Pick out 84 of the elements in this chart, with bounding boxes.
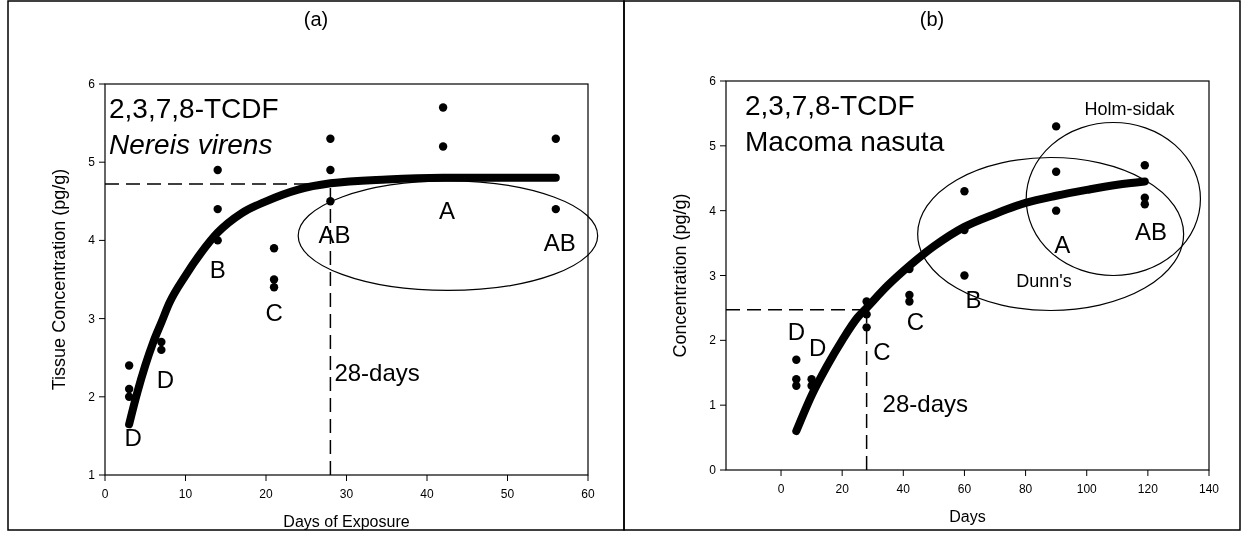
y-tick-label: 6 (709, 74, 717, 88)
point (213, 204, 222, 214)
x-tick-label: 50 (500, 487, 515, 501)
point (326, 197, 335, 206)
x-tick-label: 80 (1018, 482, 1033, 496)
y-tick-label: 5 (88, 155, 96, 170)
point (1051, 167, 1061, 176)
point (269, 275, 279, 284)
y-tick-label: 1 (709, 398, 717, 413)
x-axis-title: Days of Exposure (283, 513, 410, 530)
annotation: D (809, 334, 827, 362)
y-tick-label: 4 (88, 233, 96, 248)
point (213, 165, 222, 175)
annotation: AB (543, 228, 576, 256)
y-tick-label: 1 (88, 468, 96, 482)
point (792, 381, 801, 390)
point (960, 187, 969, 196)
point (551, 204, 560, 214)
annotation: C (906, 308, 925, 336)
x-tick-label: 60 (957, 482, 972, 496)
annotation: D (787, 318, 805, 346)
point (157, 337, 166, 347)
annotation: Dunn's (1016, 270, 1072, 291)
annotation: Nereis virens (109, 129, 273, 160)
y-axis-title: Tissue Concentration (pg/g) (49, 168, 69, 391)
point (792, 355, 801, 364)
point (213, 236, 222, 245)
y-tick-label: 3 (88, 311, 96, 326)
x-tick-label: 10 (178, 487, 193, 501)
point (124, 384, 134, 394)
point (1051, 206, 1061, 215)
annotation: Macoma nasuta (745, 126, 945, 157)
x-tick-label: 40 (896, 482, 911, 496)
point (438, 103, 448, 112)
chart-title: (b) (919, 8, 945, 30)
point (124, 392, 134, 401)
x-tick-label: 120 (1137, 482, 1159, 496)
annotation: B (209, 256, 226, 284)
y-tick-label: 5 (709, 138, 717, 153)
annotation: 2,3,7,8-TCDF (109, 93, 279, 124)
annotation: D (156, 365, 175, 393)
point (438, 142, 448, 151)
point (862, 310, 871, 319)
annotation: A (1054, 230, 1071, 258)
annotation: Holm-sidak (1084, 98, 1176, 119)
x-tick-label: 30 (339, 487, 354, 501)
x-tick-label: 140 (1198, 482, 1220, 496)
x-tick-label: 0 (777, 482, 785, 496)
y-tick-label: 4 (709, 203, 717, 218)
x-tick-label: 20 (259, 487, 273, 501)
ref-line-label: 28-days (882, 389, 969, 417)
ref-line-label: 28-days (334, 359, 420, 387)
point (862, 297, 871, 306)
x-tick-label: 0 (101, 487, 109, 501)
point (905, 297, 914, 306)
y-tick-label: 3 (709, 268, 717, 283)
x-tick-label: 20 (835, 482, 850, 496)
point (960, 271, 969, 280)
annotation: 2,3,7,8-TCDF (745, 90, 915, 121)
x-axis-title: Days (949, 508, 986, 525)
chart-title: (a) (303, 8, 329, 30)
y-tick-label: 2 (88, 389, 96, 404)
x-tick-label: 40 (420, 487, 434, 501)
point (551, 134, 560, 143)
point (269, 244, 279, 253)
point (269, 283, 279, 292)
point (326, 165, 335, 175)
annotation: C (265, 299, 283, 327)
x-tick-label: 60 (581, 487, 595, 501)
annotation: A (439, 197, 456, 225)
point (862, 323, 871, 332)
y-tick-label: 2 (709, 333, 717, 348)
point (157, 345, 166, 355)
point (326, 134, 335, 143)
y-tick-label: 0 (709, 463, 717, 477)
y-tick-label: 6 (88, 77, 96, 91)
x-tick-label: 100 (1076, 482, 1098, 496)
annotation: D (124, 424, 142, 452)
point (1051, 122, 1061, 131)
annotation: AB (1134, 217, 1167, 245)
annotation: C (873, 337, 891, 365)
point (1140, 161, 1149, 170)
y-axis-title: Concentration (pg/g) (670, 193, 690, 358)
point (124, 361, 134, 370)
